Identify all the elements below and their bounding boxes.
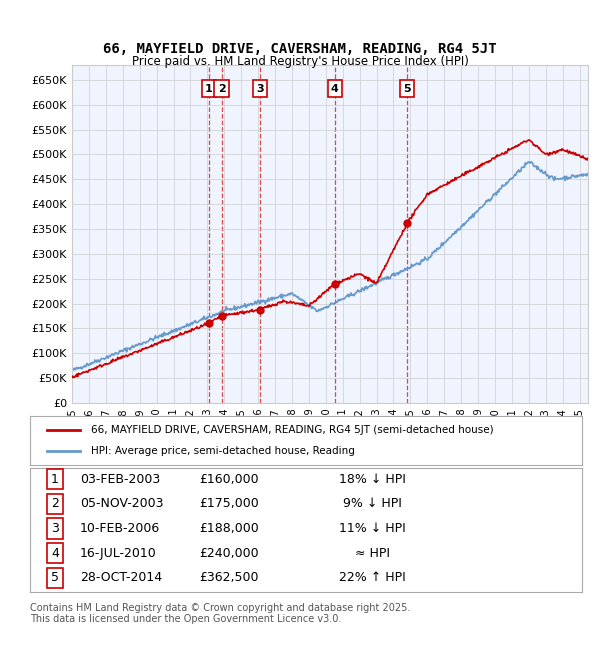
Text: £175,000: £175,000 [199, 497, 259, 510]
Text: 66, MAYFIELD DRIVE, CAVERSHAM, READING, RG4 5JT: 66, MAYFIELD DRIVE, CAVERSHAM, READING, … [103, 42, 497, 56]
Text: 4: 4 [331, 84, 339, 94]
Text: 5: 5 [51, 571, 59, 584]
Text: £160,000: £160,000 [199, 473, 259, 486]
Text: HPI: Average price, semi-detached house, Reading: HPI: Average price, semi-detached house,… [91, 446, 355, 456]
Text: 5: 5 [404, 84, 411, 94]
Text: 1: 1 [205, 84, 213, 94]
Text: £240,000: £240,000 [199, 547, 259, 560]
Text: 16-JUL-2010: 16-JUL-2010 [80, 547, 157, 560]
Text: 1: 1 [51, 473, 59, 486]
Text: 2: 2 [51, 497, 59, 510]
Text: 18% ↓ HPI: 18% ↓ HPI [339, 473, 406, 486]
Text: Contains HM Land Registry data © Crown copyright and database right 2025.
This d: Contains HM Land Registry data © Crown c… [30, 603, 410, 624]
Text: 05-NOV-2003: 05-NOV-2003 [80, 497, 163, 510]
Text: 22% ↑ HPI: 22% ↑ HPI [339, 571, 406, 584]
Text: 3: 3 [51, 522, 59, 535]
Text: £188,000: £188,000 [199, 522, 259, 535]
Text: 10-FEB-2006: 10-FEB-2006 [80, 522, 160, 535]
Text: Price paid vs. HM Land Registry's House Price Index (HPI): Price paid vs. HM Land Registry's House … [131, 55, 469, 68]
Text: 4: 4 [51, 547, 59, 560]
Text: ≈ HPI: ≈ HPI [355, 547, 390, 560]
Text: 66, MAYFIELD DRIVE, CAVERSHAM, READING, RG4 5JT (semi-detached house): 66, MAYFIELD DRIVE, CAVERSHAM, READING, … [91, 424, 493, 435]
Text: 3: 3 [256, 84, 264, 94]
Text: 28-OCT-2014: 28-OCT-2014 [80, 571, 162, 584]
Text: 9% ↓ HPI: 9% ↓ HPI [343, 497, 401, 510]
Text: 2: 2 [218, 84, 226, 94]
Text: 03-FEB-2003: 03-FEB-2003 [80, 473, 160, 486]
Text: £362,500: £362,500 [199, 571, 259, 584]
Text: 11% ↓ HPI: 11% ↓ HPI [339, 522, 406, 535]
